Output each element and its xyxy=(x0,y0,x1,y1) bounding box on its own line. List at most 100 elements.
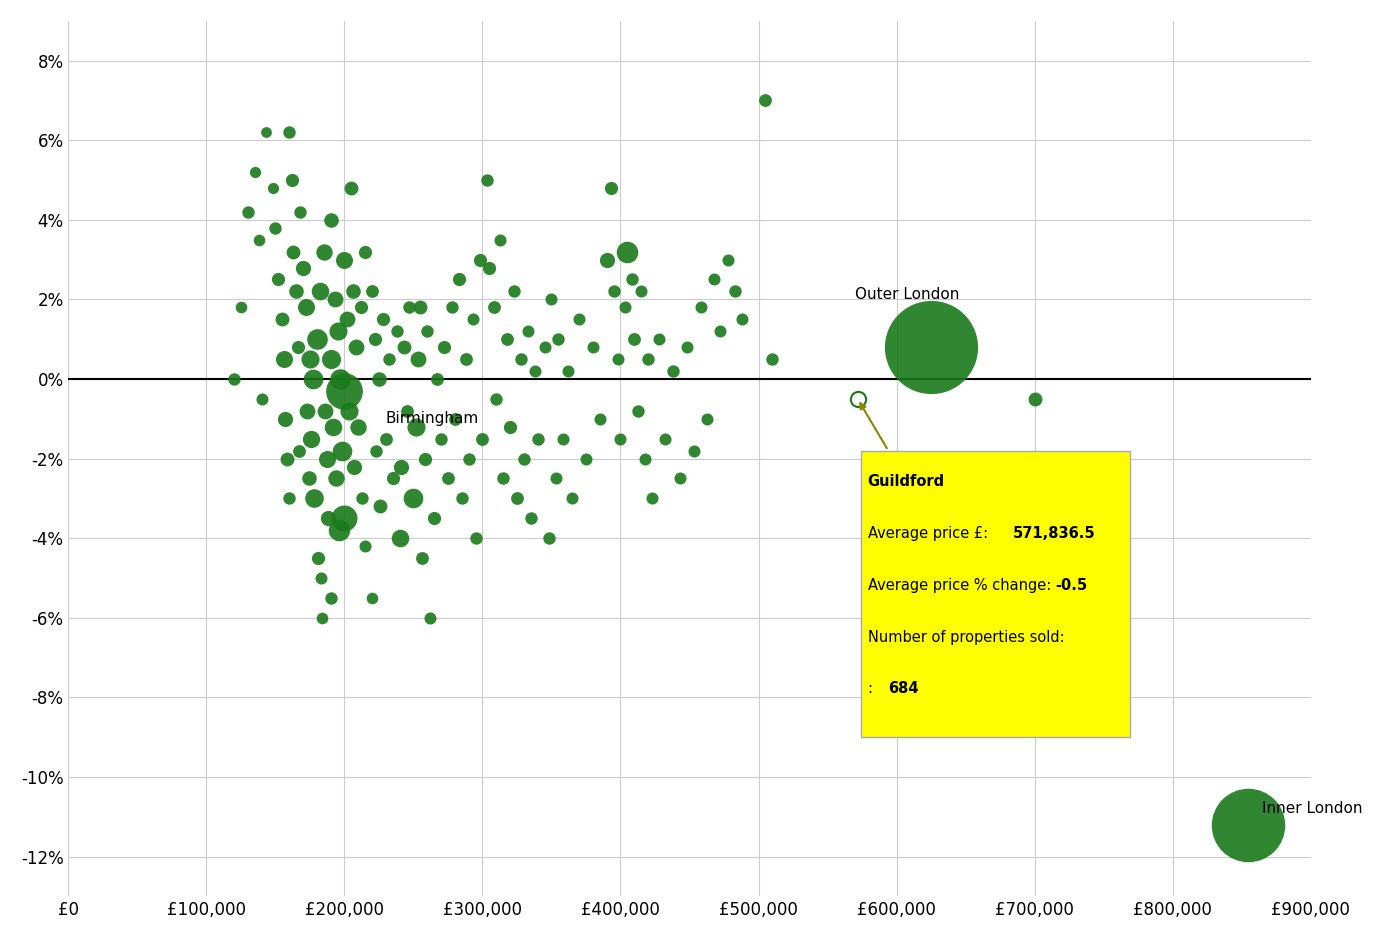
Text: Number of properties sold:: Number of properties sold: xyxy=(867,630,1065,645)
Point xyxy=(322,419,345,434)
Point xyxy=(620,272,642,287)
Point xyxy=(386,323,409,338)
Point xyxy=(448,272,470,287)
Point xyxy=(432,339,455,354)
Text: Average price % change:: Average price % change: xyxy=(867,578,1055,593)
Point xyxy=(354,539,377,554)
Point xyxy=(325,471,348,486)
Point xyxy=(361,284,384,299)
Text: Outer London: Outer London xyxy=(855,288,959,303)
Point xyxy=(627,403,649,418)
Point xyxy=(653,431,676,446)
Point xyxy=(345,339,367,354)
Point xyxy=(354,244,377,259)
Point xyxy=(299,352,321,367)
Point xyxy=(393,339,416,354)
Point xyxy=(342,284,364,299)
Point xyxy=(569,312,591,327)
Point xyxy=(331,443,353,458)
Point xyxy=(541,292,563,307)
Point xyxy=(478,260,500,275)
Point xyxy=(441,300,463,315)
Point xyxy=(297,471,320,486)
Point xyxy=(450,491,473,506)
Point xyxy=(513,451,535,466)
Point xyxy=(320,352,342,367)
Point xyxy=(334,252,356,267)
Point xyxy=(858,670,880,685)
Point xyxy=(264,220,286,235)
Point xyxy=(364,332,386,347)
Point xyxy=(247,232,270,247)
Point xyxy=(254,125,277,140)
Point xyxy=(506,491,528,506)
Point xyxy=(416,323,438,338)
Point xyxy=(271,312,293,327)
Point xyxy=(755,93,777,108)
Point xyxy=(267,272,289,287)
Point xyxy=(436,471,459,486)
Point xyxy=(527,431,549,446)
Point xyxy=(278,491,300,506)
Point xyxy=(320,590,342,605)
Point xyxy=(338,403,360,418)
Point xyxy=(623,332,645,347)
Point xyxy=(524,364,546,379)
Point xyxy=(418,610,441,625)
Point xyxy=(236,204,259,219)
Point xyxy=(557,364,580,379)
Point xyxy=(289,204,311,219)
Text: Average price £:: Average price £: xyxy=(867,526,992,541)
Point xyxy=(334,384,356,399)
Point xyxy=(595,252,617,267)
Point xyxy=(406,352,428,367)
Point xyxy=(343,459,366,474)
Point xyxy=(602,284,624,299)
Point xyxy=(616,244,638,259)
Point xyxy=(300,431,322,446)
Point xyxy=(281,173,303,188)
Point xyxy=(630,284,652,299)
Point xyxy=(229,300,252,315)
Point xyxy=(286,339,309,354)
Point xyxy=(538,531,560,546)
Point xyxy=(292,260,314,275)
Point xyxy=(272,352,295,367)
Point xyxy=(361,590,384,605)
Point xyxy=(482,300,505,315)
Point xyxy=(410,551,432,566)
Point xyxy=(389,531,411,546)
Point xyxy=(275,451,297,466)
Point xyxy=(316,451,338,466)
Point xyxy=(499,419,521,434)
Point xyxy=(471,431,493,446)
Point xyxy=(443,412,466,427)
Text: Birmingham: Birmingham xyxy=(386,411,480,426)
Point xyxy=(457,451,480,466)
Text: Guildford: Guildford xyxy=(867,475,945,490)
FancyBboxPatch shape xyxy=(860,450,1130,737)
Point xyxy=(303,491,325,506)
Text: -0.5: -0.5 xyxy=(1055,578,1087,593)
Point xyxy=(589,412,612,427)
Point xyxy=(548,332,570,347)
Point xyxy=(317,510,339,525)
Point xyxy=(366,443,388,458)
Point xyxy=(485,391,507,406)
Point xyxy=(606,352,628,367)
Point xyxy=(309,284,331,299)
Point xyxy=(306,332,328,347)
Point xyxy=(250,391,272,406)
Point xyxy=(562,491,584,506)
Point xyxy=(682,443,705,458)
Point xyxy=(534,339,556,354)
Point xyxy=(285,284,307,299)
Point xyxy=(352,491,374,506)
Point xyxy=(1023,391,1045,406)
Point xyxy=(373,312,395,327)
Point xyxy=(709,323,731,338)
Point xyxy=(274,412,296,427)
Point xyxy=(391,459,413,474)
Point xyxy=(489,232,512,247)
Point xyxy=(278,125,300,140)
